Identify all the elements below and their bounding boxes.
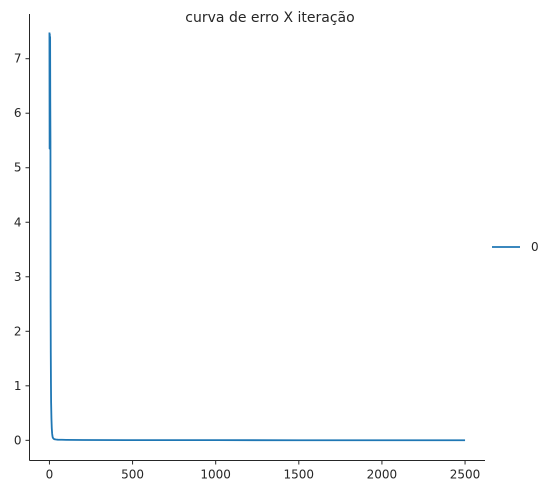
y-tick-label: 6 xyxy=(14,106,22,120)
y-tick-label: 2 xyxy=(14,324,22,338)
legend-label: 0 xyxy=(531,240,539,254)
y-tick-label: 4 xyxy=(14,215,22,229)
plot-area xyxy=(48,32,466,442)
y-tick-label: 0 xyxy=(14,433,22,447)
chart-title: curva de erro X iteração xyxy=(185,10,354,26)
x-tick-label: 500 xyxy=(121,468,144,482)
x-tick-label: 1500 xyxy=(284,468,315,482)
x-tick-label: 2000 xyxy=(367,468,398,482)
y-tick-label: 5 xyxy=(14,161,22,175)
axes: 0 500 1000 1500 2000 2500 0 1 2 3 4 5 6 7 xyxy=(14,14,485,482)
x-tick-label: 1000 xyxy=(200,468,231,482)
y-tick-label: 3 xyxy=(14,270,22,284)
y-tick-label: 1 xyxy=(14,379,22,393)
y-ticks: 0 1 2 3 4 5 6 7 xyxy=(14,52,30,447)
y-tick-label: 7 xyxy=(14,52,22,66)
x-tick-label: 0 xyxy=(46,468,54,482)
legend: 0 xyxy=(492,240,539,254)
x-ticks: 0 500 1000 1500 2000 2500 xyxy=(46,460,481,482)
x-tick-label: 2500 xyxy=(450,468,481,482)
series-line xyxy=(48,32,466,442)
